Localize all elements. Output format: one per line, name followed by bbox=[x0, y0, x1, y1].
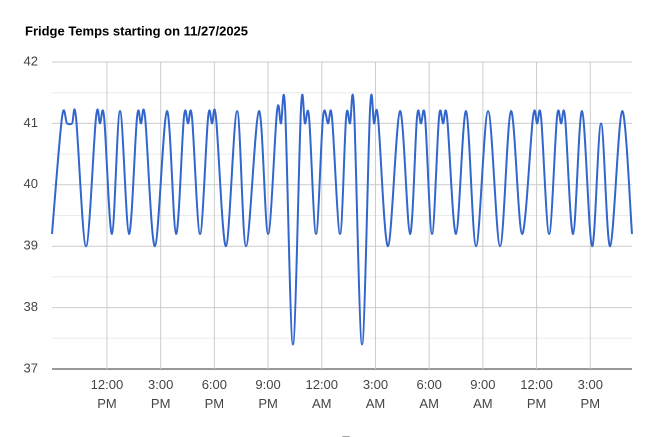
line bbox=[51, 93, 633, 346]
x-tick-label: 3:00 AM bbox=[362, 377, 389, 411]
y-tick-label: 42 bbox=[24, 53, 38, 68]
x-tick-label: 6:00 PM bbox=[201, 377, 228, 411]
x-tick-label: 3:00 PM bbox=[577, 377, 603, 411]
y-tick-label: 39 bbox=[24, 238, 38, 253]
x-tick-label: 12:00 AM bbox=[305, 377, 339, 411]
x-tick-label: 12:00 PM bbox=[520, 377, 553, 411]
y-tick-label: 41 bbox=[24, 115, 38, 130]
x-tick-label: 6:00 AM bbox=[416, 377, 442, 411]
y-tick-label: 37 bbox=[24, 360, 38, 375]
y-tick-label: 38 bbox=[24, 299, 38, 314]
x-tick-label: 12:00 PM bbox=[90, 377, 124, 411]
x-tick-label: 9:00 PM bbox=[255, 377, 281, 411]
x-tick-label: 9:00 AM bbox=[470, 377, 496, 411]
legend-label: Temp bbox=[342, 433, 374, 437]
chart-title: Fridge Temps starting on 11/27/2025 bbox=[25, 23, 248, 38]
x-tick-label: 3:00 PM bbox=[148, 377, 174, 411]
y-tick-label: 40 bbox=[24, 176, 38, 191]
